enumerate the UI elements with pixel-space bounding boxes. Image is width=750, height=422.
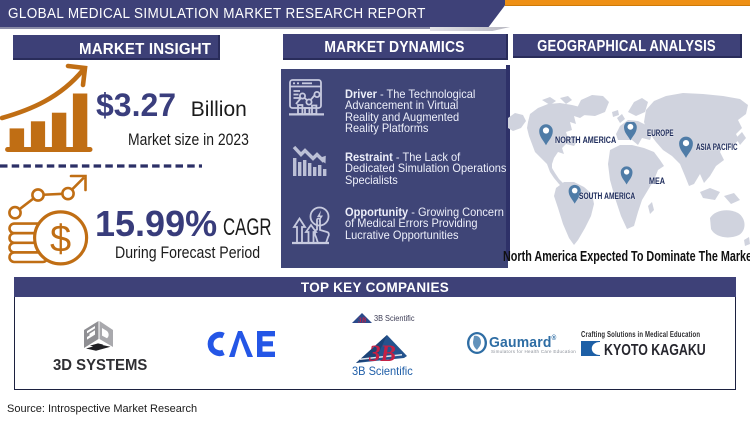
svg-text:3B: 3B xyxy=(368,341,396,364)
svg-text:$: $ xyxy=(50,219,71,261)
svg-text:3B: 3B xyxy=(357,317,367,325)
